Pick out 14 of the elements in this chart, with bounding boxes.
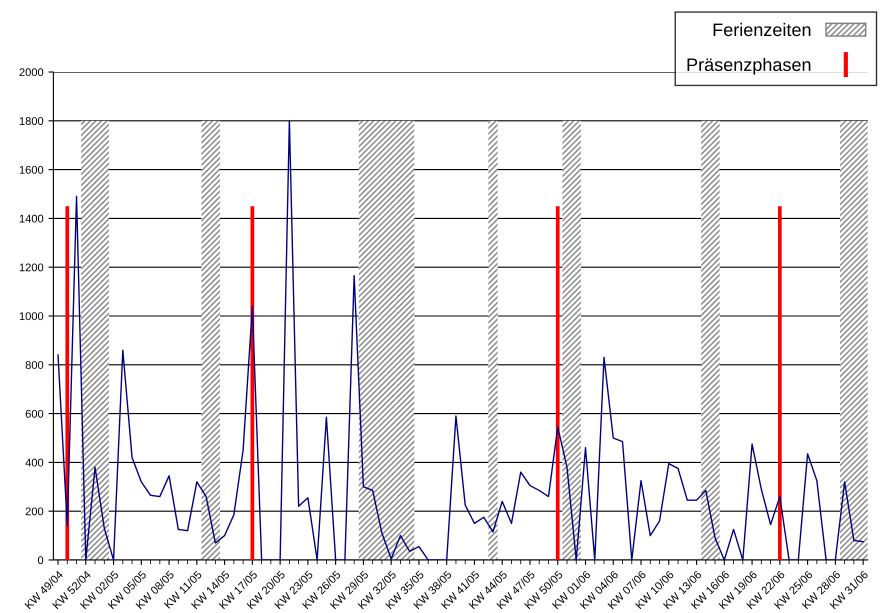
line-series [57, 120, 864, 560]
legend-label: Präsenzphasen [688, 58, 810, 75]
y-tick-label: 0 [38, 556, 44, 564]
y-tick-label: 1000 [20, 312, 44, 320]
y-tick-label: 200 [26, 507, 44, 516]
y-tick-label: 400 [25, 458, 44, 467]
legend-label: Ferienzeiten [714, 22, 810, 36]
y-tick-label: 1200 [20, 263, 44, 272]
y-tick-label: 1600 [20, 166, 44, 174]
y-tick-label: 600 [26, 410, 44, 418]
y-tick-label: 1400 [20, 214, 44, 223]
y-tick-label: 800 [26, 361, 44, 369]
y-tick-label: 2000 [20, 68, 44, 76]
y-tick-label: 1800 [20, 117, 44, 125]
